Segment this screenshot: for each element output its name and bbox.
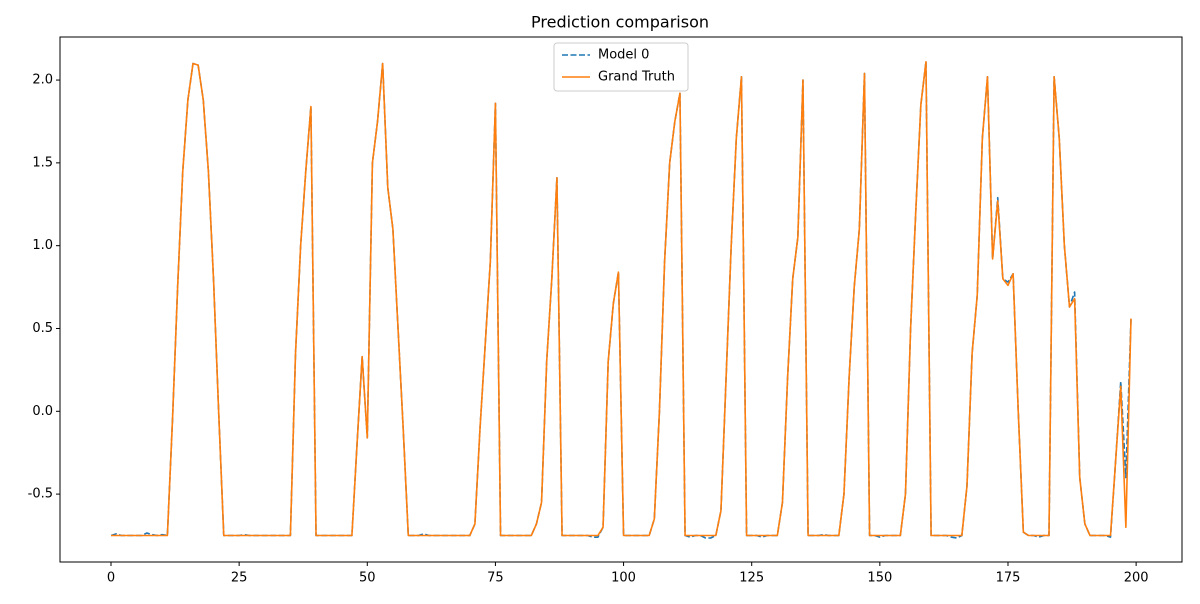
series-line — [111, 61, 1132, 537]
x-tick-label: 75 — [487, 571, 504, 586]
x-tick-label: 100 — [611, 571, 636, 586]
chart-title: Prediction comparison — [531, 13, 709, 32]
y-tick-label: -0.5 — [28, 487, 53, 502]
x-tick-label: 150 — [867, 571, 892, 586]
plot-frame — [59, 36, 1183, 563]
x-tick-label: 175 — [996, 571, 1021, 586]
y-tick-label: 2.0 — [32, 73, 53, 88]
legend-label: Grand Truth — [598, 70, 675, 85]
y-tick-label: 0.0 — [32, 404, 53, 419]
legend-label: Model 0 — [598, 48, 649, 63]
y-tick-label: 1.5 — [32, 155, 53, 170]
x-tick-label: 25 — [231, 571, 248, 586]
x-tick-label: 125 — [739, 571, 764, 586]
x-tick-label: 0 — [107, 571, 115, 586]
y-tick-label: 0.5 — [32, 321, 53, 336]
x-tick-label: 50 — [359, 571, 376, 586]
y-tick-label: 1.0 — [32, 238, 53, 253]
x-tick-label: 200 — [1124, 571, 1149, 586]
